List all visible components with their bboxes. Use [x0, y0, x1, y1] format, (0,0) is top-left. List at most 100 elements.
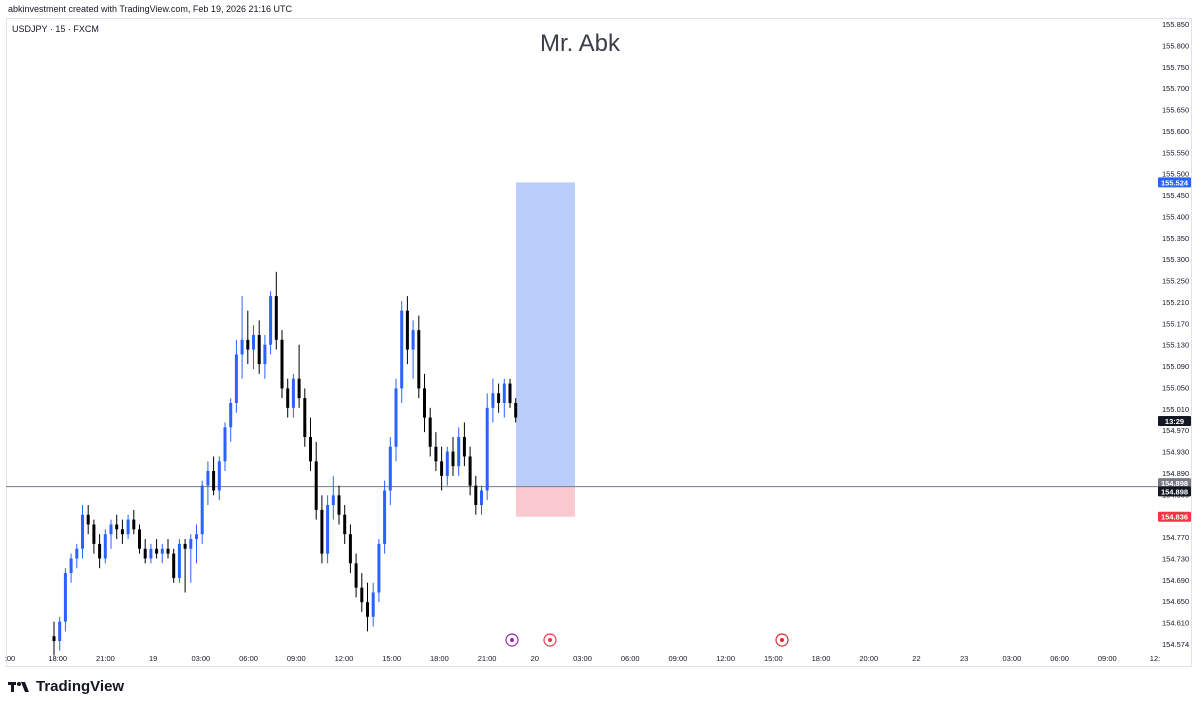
- candle-body[interactable]: [462, 437, 466, 457]
- candle-body[interactable]: [246, 339, 250, 350]
- candle-body[interactable]: [286, 388, 290, 408]
- candle-body[interactable]: [160, 548, 164, 554]
- candle-body[interactable]: [263, 344, 267, 365]
- candle-body[interactable]: [485, 407, 489, 491]
- price-badge: [1158, 478, 1191, 489]
- candle-body[interactable]: [126, 519, 130, 535]
- y-tick-label: 155.650: [1162, 106, 1189, 115]
- candle-body[interactable]: [366, 602, 369, 617]
- candle-body[interactable]: [354, 563, 358, 588]
- candle-body[interactable]: [326, 505, 330, 554]
- x-tick-label: 12:: [1150, 654, 1160, 663]
- candle-body[interactable]: [405, 310, 409, 350]
- stop-zone[interactable]: [516, 486, 575, 517]
- x-tick-label: 15:00: [764, 654, 783, 663]
- candle-body[interactable]: [109, 524, 113, 535]
- candle-body[interactable]: [417, 330, 421, 389]
- x-tick-label: 03:00: [1002, 654, 1021, 663]
- y-tick-label: 155.130: [1162, 341, 1189, 350]
- candle-body[interactable]: [86, 514, 90, 525]
- symbol-info[interactable]: USDJPY · 15 · FXCM: [12, 24, 99, 34]
- candle-body[interactable]: [320, 509, 324, 554]
- candle-body[interactable]: [63, 573, 67, 622]
- candle-body[interactable]: [434, 446, 438, 462]
- candle-body[interactable]: [132, 519, 136, 530]
- candle-body[interactable]: [360, 587, 364, 603]
- candle-body[interactable]: [52, 636, 56, 642]
- candle-body[interactable]: [58, 621, 62, 642]
- candle-body[interactable]: [166, 548, 170, 554]
- chart-frame: [6, 18, 1192, 667]
- candle-body[interactable]: [189, 539, 193, 549]
- y-tick-label: 155.170: [1162, 319, 1189, 328]
- candle-body[interactable]: [234, 354, 238, 403]
- candle-body[interactable]: [177, 543, 181, 578]
- footer[interactable]: TradingView: [8, 678, 124, 695]
- candle-body[interactable]: [200, 485, 204, 535]
- candle-body[interactable]: [400, 310, 404, 389]
- candle-body[interactable]: [423, 388, 426, 418]
- candle-body[interactable]: [223, 427, 227, 462]
- candle-body[interactable]: [508, 383, 512, 403]
- y-tick-label: 155.850: [1162, 20, 1189, 29]
- candle-body[interactable]: [331, 495, 335, 506]
- candle-body[interactable]: [212, 471, 216, 491]
- target-zone[interactable]: [516, 182, 575, 487]
- candle-body[interactable]: [343, 514, 347, 535]
- candle-body[interactable]: [115, 524, 119, 530]
- candle-body[interactable]: [195, 534, 198, 540]
- candle-body[interactable]: [451, 451, 455, 467]
- candle-body[interactable]: [252, 334, 255, 350]
- candle-body[interactable]: [457, 437, 461, 467]
- candle-body[interactable]: [314, 461, 318, 510]
- candle-body[interactable]: [257, 334, 261, 365]
- candle-body[interactable]: [377, 543, 381, 593]
- candle-body[interactable]: [497, 393, 501, 403]
- candle-body[interactable]: [468, 456, 472, 486]
- candle-body[interactable]: [440, 461, 444, 476]
- candle-body[interactable]: [103, 534, 107, 559]
- candle-body[interactable]: [155, 548, 159, 554]
- candle-body[interactable]: [120, 529, 124, 535]
- candle-body[interactable]: [240, 339, 244, 355]
- candle-body[interactable]: [371, 592, 375, 617]
- candle-body[interactable]: [172, 553, 176, 578]
- candle-body[interactable]: [98, 543, 102, 559]
- candle-body[interactable]: [297, 378, 301, 399]
- candle-body[interactable]: [309, 437, 312, 462]
- candle-body[interactable]: [411, 330, 415, 350]
- candle-body[interactable]: [428, 417, 432, 447]
- candle-body[interactable]: [480, 490, 483, 506]
- x-tick-label: 09:00: [669, 654, 688, 663]
- candle-body[interactable]: [291, 378, 295, 408]
- candle-body[interactable]: [138, 529, 141, 549]
- x-tick-label: 06:00: [621, 654, 640, 663]
- candle-body[interactable]: [514, 402, 518, 418]
- candle-body[interactable]: [92, 524, 96, 544]
- candle-body[interactable]: [383, 490, 387, 544]
- y-tick-label: 155.550: [1162, 148, 1189, 157]
- candle-body[interactable]: [491, 393, 495, 408]
- candle-body[interactable]: [445, 451, 449, 476]
- candle-body[interactable]: [474, 485, 478, 506]
- candle-body[interactable]: [280, 339, 284, 389]
- candle-body[interactable]: [206, 471, 210, 486]
- candle-body[interactable]: [274, 296, 278, 340]
- chart-watermark: Mr. Abk: [539, 30, 621, 57]
- candle-body[interactable]: [388, 446, 392, 491]
- candle-body[interactable]: [217, 461, 221, 491]
- candle-body[interactable]: [337, 495, 341, 515]
- candle-body[interactable]: [81, 514, 84, 549]
- candle-body[interactable]: [183, 543, 187, 549]
- candle-body[interactable]: [502, 383, 506, 403]
- candle-body[interactable]: [69, 558, 73, 574]
- candle-body[interactable]: [143, 548, 147, 559]
- candle-body[interactable]: [269, 296, 273, 345]
- candle-body[interactable]: [75, 548, 79, 559]
- candle-body[interactable]: [303, 398, 307, 438]
- candle-body[interactable]: [348, 534, 352, 564]
- candle-body[interactable]: [394, 388, 398, 447]
- candle-body[interactable]: [229, 402, 233, 428]
- candle-body[interactable]: [149, 548, 153, 559]
